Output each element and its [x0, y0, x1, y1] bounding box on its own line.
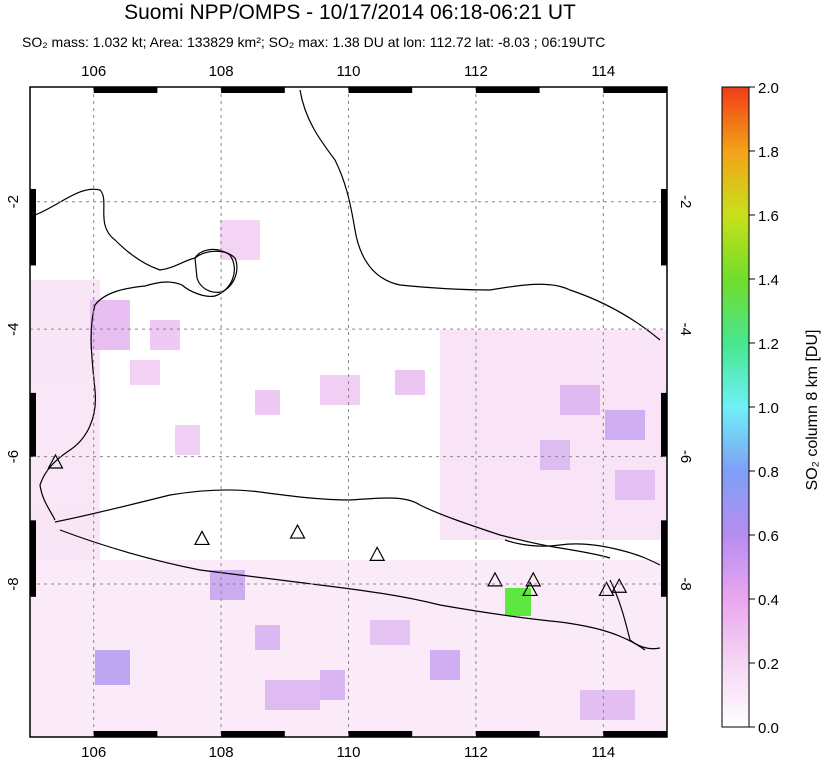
so2-pixel [130, 360, 160, 385]
colorbar-tick-label: 0.6 [758, 528, 779, 545]
frame-bar-top [475, 87, 540, 93]
lon-tick-label: 110 [337, 63, 361, 80]
lat-tick-label: -8 [677, 577, 694, 590]
colorbar-tick-label: 0.4 [758, 592, 779, 609]
so2-pixel [255, 625, 280, 650]
lat-tick-label: -6 [677, 450, 694, 463]
volcano-marker [193, 530, 210, 546]
frame-bar-bottom [475, 731, 540, 737]
lat-tick-label: -2 [677, 195, 694, 208]
so2-pixel [320, 670, 345, 700]
so2-pixel [265, 680, 320, 710]
map-title: Suomi NPP/OMPS - 10/17/2014 06:18-06:21 … [124, 1, 576, 24]
frame-bar-bottom [348, 731, 413, 737]
lat-labels-left: -2 -4 -6 -8 [5, 195, 22, 591]
volcano-marker [289, 523, 306, 539]
map-frame-bars [30, 87, 667, 737]
volcano-marker [487, 571, 504, 587]
volcano-marker [611, 577, 628, 593]
colorbar [721, 86, 750, 728]
frame-bar-left [30, 392, 36, 457]
so2-pixel [395, 370, 425, 395]
colorbar-tick-label: 0.2 [758, 656, 779, 673]
lat-tick-label: -2 [5, 195, 22, 208]
volcano-marker [369, 546, 386, 561]
so2-pixel [90, 300, 130, 350]
coastlines [34, 89, 661, 651]
lon-tick-label: 112 [464, 744, 488, 759]
so2-pixel [580, 690, 635, 720]
lat-tick-label: -8 [5, 577, 22, 590]
lon-tick-label: 106 [81, 744, 106, 759]
colorbar-tick-label: 0.8 [758, 464, 779, 481]
colorbar-tick-label: 1.8 [758, 144, 779, 161]
frame-bar-top [348, 87, 413, 93]
coastline-bali [609, 579, 661, 650]
coastline-borneo [299, 89, 661, 341]
colorbar-tick-label: 1.6 [758, 208, 779, 225]
so2-pixel [220, 220, 260, 260]
frame-bar-left [30, 520, 36, 597]
so2-max-pixel [505, 588, 531, 616]
map-grid [30, 87, 667, 737]
so2-pixel [30, 280, 100, 560]
so2-pixel [430, 650, 460, 680]
lat-tick-label: -4 [677, 322, 694, 335]
volcano-marker [47, 453, 64, 469]
volcano-layer [47, 453, 628, 597]
frame-bar-right [661, 520, 667, 597]
volcano-marker [522, 581, 539, 597]
map-panel [29, 86, 668, 738]
lon-tick-label: 114 [591, 744, 615, 759]
lon-tick-label: 108 [209, 63, 234, 80]
colorbar-tick-label: 2.0 [758, 80, 779, 97]
so2-pixel [540, 440, 570, 470]
colorbar-label: SO₂ column 8 km [DU] [804, 330, 821, 491]
coastline-bangka [194, 250, 238, 293]
frame-bar-bottom [603, 731, 667, 737]
volcano-marker [598, 581, 615, 597]
frame-bar-top [221, 87, 285, 93]
so2-pixel [605, 410, 645, 440]
so2-pixel [560, 385, 600, 415]
lon-tick-label: 112 [464, 63, 488, 80]
volcano-marker [525, 571, 542, 587]
lon-tick-label: 110 [337, 744, 361, 759]
colorbar-tick-label: 1.0 [758, 400, 779, 417]
frame-bar-bottom [221, 731, 285, 737]
colorbar-ticks: 0.0 0.2 0.4 0.6 0.8 1.0 1.2 1.4 1.6 1.8 2.0 [749, 80, 779, 737]
so2-pixel-field [30, 220, 667, 737]
frame-bar-left [30, 188, 36, 266]
so2-pixel [370, 620, 410, 645]
lat-tick-label: -6 [5, 450, 22, 463]
frame-bar-top [93, 87, 158, 93]
frame-bar-right [661, 392, 667, 457]
so2-pixel [150, 320, 180, 350]
lon-tick-label: 108 [209, 744, 234, 759]
lon-labels-bottom: 106 108 110 112 114 [81, 744, 615, 759]
colorbar-tick-label: 0.0 [758, 720, 779, 737]
lat-tick-label: -4 [5, 322, 22, 335]
coastline-java-south [59, 529, 646, 651]
colorbar-tick-label: 1.4 [758, 272, 779, 289]
frame-bar-top [603, 87, 667, 93]
so2-pixel [255, 390, 280, 415]
so2-pixel [320, 375, 360, 405]
frame-bar-right [661, 188, 667, 266]
coastline-java-north [54, 489, 611, 559]
lon-tick-label: 106 [81, 63, 106, 80]
lon-tick-label: 114 [591, 63, 615, 80]
so2-pixel [615, 470, 655, 500]
lat-labels-right: -2 -4 -6 -8 [677, 195, 694, 591]
map-subtitle: SO₂ mass: 1.032 kt; Area: 133829 km²; SO… [22, 34, 606, 50]
so2-pixel [95, 650, 130, 685]
coastline-sumatra [34, 188, 235, 521]
frame-bar-bottom [93, 731, 158, 737]
coastline-madura [504, 539, 661, 566]
lon-labels-top: 106 108 110 112 114 [81, 63, 615, 80]
so2-pixel [175, 425, 200, 455]
colorbar-tick-label: 1.2 [758, 336, 779, 353]
